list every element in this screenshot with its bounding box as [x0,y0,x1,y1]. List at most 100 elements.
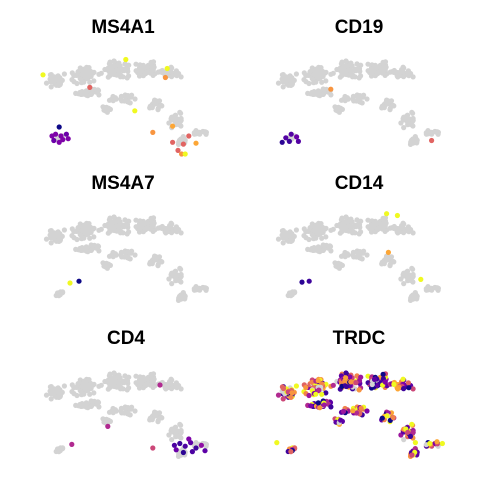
expressing-cell-point [157,382,163,388]
umap-plot-ms4a7 [43,214,209,303]
expressing-cell-point [171,442,177,448]
cell-point [405,273,411,279]
expressing-cell-point [150,129,156,135]
cell-point [410,117,416,123]
cell-point [347,62,353,68]
cell-point [401,74,407,80]
cell-point [323,234,329,240]
cell-point [126,405,132,411]
cell-point [126,249,132,255]
cell-point [371,220,378,226]
cell-point [115,218,121,224]
panel-title-trdc: TRDC [333,328,386,349]
cell-point [43,392,50,398]
expressing-cell-point [288,131,294,137]
cell-point [96,404,102,410]
cell-point [56,82,62,88]
cell-point [115,62,121,68]
cell-point [323,390,329,396]
expressing-cell-point [429,137,435,144]
cell-point [61,383,67,389]
panel-trdc: TRDC [274,328,445,459]
cell-point [275,236,282,242]
cell-point [71,228,77,235]
cell-point [89,246,95,252]
cell-point [330,226,336,232]
cell-point [313,235,319,241]
panel-title-ms4a7: MS4A7 [91,173,154,194]
cell-point [83,88,89,94]
cell-point [111,71,117,78]
cell-point [434,285,440,291]
cell-point [121,224,127,230]
cell-point [139,376,146,382]
cell-point [364,96,370,102]
cell-point [280,84,286,90]
cell-point [121,410,128,416]
cell-point [121,98,128,104]
expressing-cell-point [175,147,181,153]
cell-point [85,249,91,255]
cell-point [321,246,327,252]
cell-point [356,75,362,81]
cell-point [168,376,174,382]
cell-point [178,386,184,392]
cell-point [111,63,117,69]
panel-title-ms4a1: MS4A1 [91,17,155,38]
cell-point [365,373,371,379]
cell-point [98,70,104,76]
cell-point [350,408,356,414]
cell-point [76,403,82,409]
cell-point [56,394,62,400]
expressing-cell-point [123,56,129,63]
cell-point [328,404,334,410]
expressing-cell-point [173,447,179,453]
cell-point [108,408,115,414]
cell-point [308,91,314,97]
expressing-cell-point [170,123,176,129]
expressing-cell-point [182,151,188,157]
cell-point [106,417,112,423]
expressing-cell-point [202,448,208,454]
cell-point [89,402,95,408]
cell-point [139,64,146,70]
cell-point [280,73,287,80]
cell-point [405,224,411,230]
cell-point [382,67,388,73]
expressing-cell-point [132,108,138,114]
cell-point [285,77,291,83]
cell-point [121,254,128,260]
cell-point [390,414,396,421]
cell-point [111,58,117,64]
cell-point [401,386,407,392]
cell-point [400,64,406,70]
cell-point [85,405,91,411]
cell-point [379,259,385,265]
cell-point [303,72,309,79]
cell-point [111,227,117,234]
cell-point [315,222,321,228]
cell-point [313,391,319,397]
cell-point [71,384,77,391]
cell-point [306,392,312,399]
expressing-cell-point [294,134,300,140]
cell-point [395,230,401,236]
cell-point [328,248,334,254]
cell-point [395,386,401,392]
cell-point [118,252,124,258]
umap-plot-trdc [274,370,445,459]
expressing-cell-point [198,442,204,448]
cell-point [174,73,180,79]
expressing-cell-point [177,440,183,447]
cell-point [87,235,93,241]
cell-point [202,129,208,135]
cell-point [84,387,90,393]
cell-point [81,79,87,85]
cell-point [380,215,386,221]
cell-point [116,223,122,229]
cell-point [319,235,325,241]
cell-point [124,75,130,81]
expressing-cell-point [49,133,55,139]
cell-point [132,96,138,102]
